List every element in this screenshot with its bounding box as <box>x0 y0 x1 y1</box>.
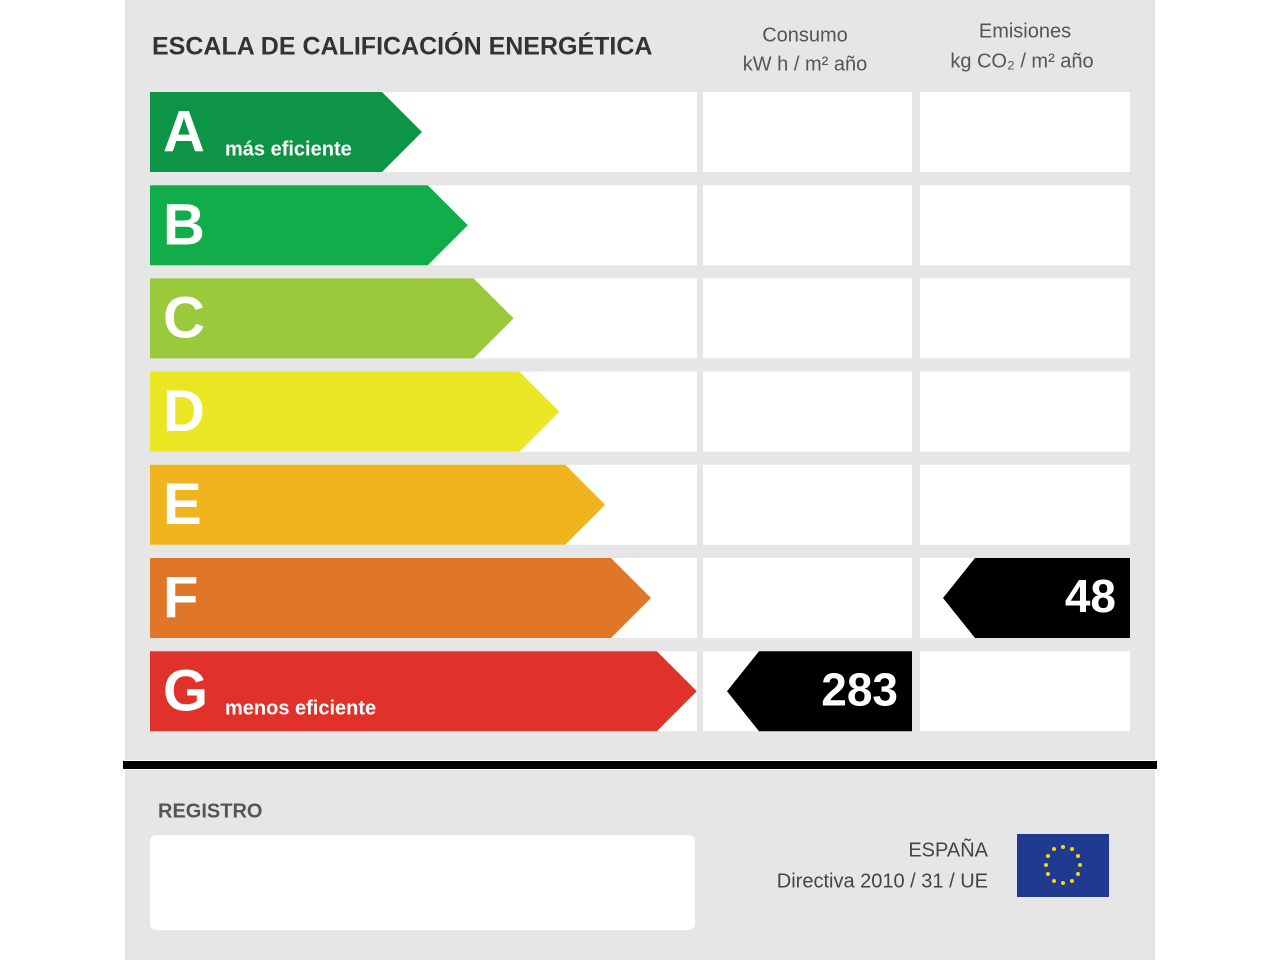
class-arrow <box>150 558 651 638</box>
eu-flag <box>1017 834 1109 897</box>
class-letter: B <box>163 193 205 258</box>
class-letter: D <box>163 379 205 444</box>
rating-value: 48 <box>1065 570 1116 622</box>
consumption-cell <box>703 371 912 452</box>
rating-arrow <box>727 651 912 732</box>
consumption-cell <box>703 558 912 638</box>
class-letter: C <box>163 286 205 351</box>
class-arrow <box>150 278 514 359</box>
class-letter: E <box>163 472 202 537</box>
registry-label: REGISTRO <box>158 800 262 822</box>
emissions-cell <box>920 371 1130 452</box>
class-letter: F <box>163 565 198 630</box>
rating-value: 283 <box>821 663 898 715</box>
registry-box <box>150 835 695 930</box>
class-arrow <box>150 185 468 266</box>
emissions-cell <box>920 92 1130 172</box>
class-letter: G <box>163 659 208 724</box>
class-arrow <box>150 464 606 545</box>
country: ESPAÑA <box>908 837 988 861</box>
column-label: Emisiones <box>979 20 1071 42</box>
emissions-cell <box>920 278 1130 359</box>
directive: Directiva 2010 / 31 / UE <box>777 870 988 892</box>
class-arrow <box>150 651 697 732</box>
class-arrow <box>150 371 560 452</box>
emissions-cell <box>920 464 1130 545</box>
class-note: más eficiente <box>225 138 352 160</box>
consumption-cell <box>703 278 912 359</box>
separator <box>123 761 1157 769</box>
class-note: menos eficiente <box>225 697 376 719</box>
class-arrow <box>150 92 422 172</box>
title: ESCALA DE CALIFICACIÓN ENERGÉTICA <box>152 31 652 61</box>
emissions-cell <box>920 185 1130 266</box>
consumption-cell <box>703 185 912 266</box>
consumption-cell <box>703 464 912 545</box>
emissions-cell <box>920 651 1130 732</box>
class-letter: A <box>163 99 205 164</box>
consumption-cell <box>703 92 912 172</box>
rating-arrow <box>943 558 1130 638</box>
column-unit: kg CO₂ / m² año <box>950 50 1093 72</box>
column-label: Consumo <box>762 24 848 46</box>
column-unit: kW h / m² año <box>743 53 867 75</box>
